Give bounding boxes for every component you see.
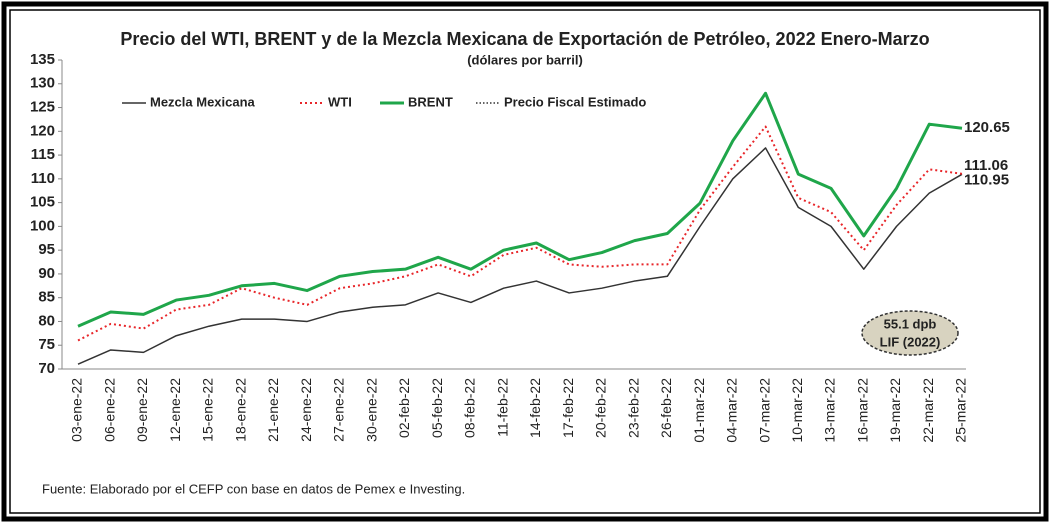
end-label: 110.95 (964, 171, 1009, 188)
y-tick-label: 90 (38, 265, 55, 282)
x-tick-label: 07-mar-22 (756, 378, 772, 443)
legend-label: Mezcla Mexicana (150, 94, 256, 109)
y-tick-label: 120 (30, 122, 55, 139)
legend-label: WTI (328, 94, 352, 109)
y-tick-label: 100 (30, 217, 55, 234)
y-tick-label: 110 (31, 170, 55, 187)
x-tick-label: 01-mar-22 (691, 378, 707, 443)
x-tick-label: 14-feb-22 (527, 378, 543, 438)
x-tick-label: 15-ene-22 (200, 378, 216, 442)
x-tick-label: 11-feb-22 (494, 378, 510, 437)
x-tick-label: 08-feb-22 (462, 378, 478, 438)
x-tick-label: 03-ene-22 (69, 378, 85, 442)
series-line (77, 91, 963, 328)
series-line (77, 147, 963, 365)
y-tick-label: 125 (30, 99, 55, 116)
x-tick-label: 25-mar-22 (953, 378, 969, 443)
x-tick-label: 22-mar-22 (920, 378, 936, 443)
x-tick-label: 12-ene-22 (167, 378, 183, 442)
chart-subtitle: (dólares por barril) (467, 52, 583, 67)
y-tick-label: 115 (31, 146, 55, 163)
x-tick-label: 23-feb-22 (625, 378, 641, 438)
annotation: 55.1 dpb (884, 316, 937, 331)
y-tick-label: 75 (38, 336, 55, 353)
x-tick-label: 20-feb-22 (593, 378, 609, 438)
series-line (77, 125, 963, 342)
x-tick-label: 09-ene-22 (134, 378, 150, 442)
x-tick-label: 26-feb-22 (658, 378, 674, 438)
inner-frame (9, 9, 1041, 514)
x-tick-label: 19-mar-22 (887, 378, 903, 443)
annotation-bubble (861, 310, 959, 356)
x-tick-label: 18-ene-22 (232, 378, 248, 442)
end-label: 120.65 (964, 119, 1010, 136)
x-tick-label: 21-ene-22 (265, 378, 281, 442)
x-tick-label: 06-ene-22 (101, 378, 117, 442)
legend-label: Precio Fiscal Estimado (504, 94, 646, 109)
y-tick-label: 80 (38, 312, 55, 329)
end-label: 111.06 (964, 157, 1008, 174)
x-tick-label: 04-mar-22 (724, 378, 740, 443)
x-tick-label: 30-ene-22 (363, 378, 379, 442)
y-tick-label: 105 (30, 194, 55, 211)
y-tick-label: 95 (38, 241, 55, 258)
y-tick-label: 130 (30, 75, 55, 92)
x-tick-label: 24-ene-22 (298, 378, 314, 442)
annotation: LIF (2022) (880, 334, 941, 349)
x-tick-label: 13-mar-22 (822, 378, 838, 443)
x-tick-label: 16-mar-22 (854, 378, 870, 443)
y-tick-label: 70 (38, 360, 55, 377)
chart-title: Precio del WTI, BRENT y de la Mezcla Mex… (120, 29, 929, 49)
legend-label: BRENT (408, 94, 453, 109)
source-note: Fuente: Elaborado por el CEFP con base e… (42, 481, 465, 496)
x-tick-label: 02-feb-22 (396, 378, 412, 438)
y-tick-label: 135 (30, 51, 55, 68)
x-tick-label: 10-mar-22 (789, 378, 805, 443)
x-tick-label: 05-feb-22 (429, 378, 445, 438)
x-tick-label: 27-ene-22 (331, 378, 347, 442)
x-tick-label: 17-feb-22 (560, 378, 576, 438)
y-tick-label: 85 (38, 289, 55, 306)
